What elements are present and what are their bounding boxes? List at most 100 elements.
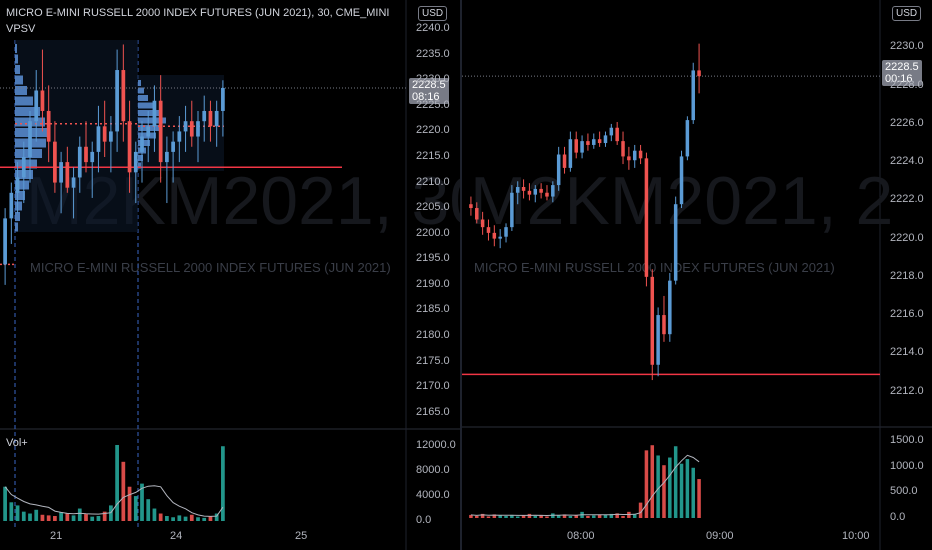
price-axis-tick: 2214.0 xyxy=(890,346,924,359)
price-axis-tick: 2226.0 xyxy=(890,116,924,129)
pane-divider[interactable] xyxy=(460,0,462,550)
price-axis-tick: 2235.0 xyxy=(416,47,450,60)
candle-body xyxy=(668,280,672,335)
candle-body xyxy=(609,127,614,136)
volume-profile-bar xyxy=(15,159,37,169)
volume-bar xyxy=(586,515,590,518)
candle-body xyxy=(603,135,608,144)
candle-body xyxy=(15,177,20,193)
time-axis-tick: 24 xyxy=(170,530,183,542)
volume-bar xyxy=(679,463,684,518)
symbol-title[interactable]: MICRO E-MINI RUSSELL 2000 INDEX FUTURES … xyxy=(6,7,390,19)
bar-countdown: 00:16 xyxy=(885,73,913,85)
volume-bar xyxy=(3,486,7,521)
volume-axis-tick: 1000.0 xyxy=(890,459,924,472)
time-axis-tick: 10:00 xyxy=(842,530,870,542)
left-chart-pane[interactable]: M2KM2021, 30 MICRO E-MINI RUSSELL 2000 IN… xyxy=(0,0,460,550)
price-axis-tick: 2225.0 xyxy=(416,98,450,111)
candle-body xyxy=(673,204,678,281)
last-price-tag: 2228.5 08:16 xyxy=(409,78,449,104)
candle-body xyxy=(53,141,57,183)
volume-axis-tick: 8000.0 xyxy=(416,464,450,477)
candle-body xyxy=(34,90,39,122)
candle-body xyxy=(510,192,514,228)
last-price-value: 2228.5 xyxy=(885,61,919,73)
volume-axis-tick: 0.0 xyxy=(416,514,432,526)
volume-bar xyxy=(96,516,101,521)
volume-profile-bar xyxy=(138,155,143,161)
price-axis-tick: 2216.0 xyxy=(890,308,924,321)
volume-profile-bar xyxy=(138,117,166,124)
volume-profile-bar xyxy=(15,44,17,53)
candle-body xyxy=(691,70,695,121)
candle-body xyxy=(96,126,101,152)
time-axis-tick: 09:00 xyxy=(706,530,734,542)
candle-body xyxy=(545,192,549,197)
bar-countdown: 08:16 xyxy=(412,91,440,103)
candle-body xyxy=(40,90,45,111)
volume-bar xyxy=(15,505,20,521)
candle-body xyxy=(539,188,543,193)
volume-bar xyxy=(621,515,625,518)
price-axis-tick: 2195.0 xyxy=(416,252,450,265)
candle-body xyxy=(562,154,567,168)
price-axis-tick: 2212.0 xyxy=(890,384,924,397)
volume-bar xyxy=(202,517,207,521)
volume-bar xyxy=(644,450,649,518)
candle-body xyxy=(515,187,520,193)
volume-bar xyxy=(208,516,213,521)
volume-profile-bar xyxy=(138,102,154,109)
candle-body xyxy=(533,188,538,195)
candle-body xyxy=(486,227,491,233)
candle-body xyxy=(214,110,219,127)
candle-body xyxy=(59,162,63,183)
volume-profile-bar xyxy=(138,95,148,101)
volume-bar xyxy=(214,513,219,521)
volume-profile-bar xyxy=(15,191,25,200)
volume-bar xyxy=(46,515,51,521)
price-axis-tick: 2230.0 xyxy=(416,73,450,86)
candle-body xyxy=(475,208,479,220)
right-chart-pane[interactable]: M2KM2021, 2 MICRO E-MINI RUSSELL 2000 IND… xyxy=(462,0,932,550)
price-axis-tick: 2175.0 xyxy=(416,354,450,367)
candle-body xyxy=(480,219,485,228)
volume-bar xyxy=(638,502,643,518)
candle-body xyxy=(65,162,70,188)
volume-bar xyxy=(656,455,660,518)
price-axis-tick: 2205.0 xyxy=(416,201,450,214)
volume-bar xyxy=(603,514,608,518)
volume-profile-bar xyxy=(15,54,18,64)
volume-profile-bar xyxy=(15,222,18,232)
currency-badge[interactable]: USD xyxy=(892,6,922,21)
volume-profile-bar xyxy=(138,110,160,116)
volume-bar xyxy=(486,516,491,518)
volume-profile-bar xyxy=(15,75,23,85)
volume-profile-bar xyxy=(138,87,144,94)
currency-badge[interactable]: USD xyxy=(418,6,448,21)
candle-body xyxy=(146,126,151,137)
candle-body xyxy=(90,151,95,163)
volume-bar xyxy=(189,514,194,521)
candle-body xyxy=(84,146,88,163)
price-axis-tick: 2240.0 xyxy=(416,22,450,35)
symbol-description-watermark: MICRO E-MINI RUSSELL 2000 INDEX FUTURES … xyxy=(474,260,835,275)
vpsv-indicator-label[interactable]: VPSV xyxy=(6,23,36,35)
candle-body xyxy=(28,121,32,157)
candle-body xyxy=(580,141,584,153)
candle-body xyxy=(621,141,625,157)
volume-bar xyxy=(40,514,45,521)
volume-bar xyxy=(515,516,520,518)
volume-bar xyxy=(545,516,549,518)
volume-bar xyxy=(196,517,200,521)
volume-bar xyxy=(662,465,666,518)
candle-body xyxy=(597,139,602,144)
volume-bar xyxy=(177,515,182,521)
volume-profile-bar xyxy=(138,80,141,86)
price-axis-tick: 2170.0 xyxy=(416,380,450,393)
candle-body xyxy=(504,227,508,237)
volume-bar xyxy=(165,516,169,521)
volume-indicator-label[interactable]: Vol+ xyxy=(6,437,28,449)
price-axis-tick: 2180.0 xyxy=(416,329,450,342)
